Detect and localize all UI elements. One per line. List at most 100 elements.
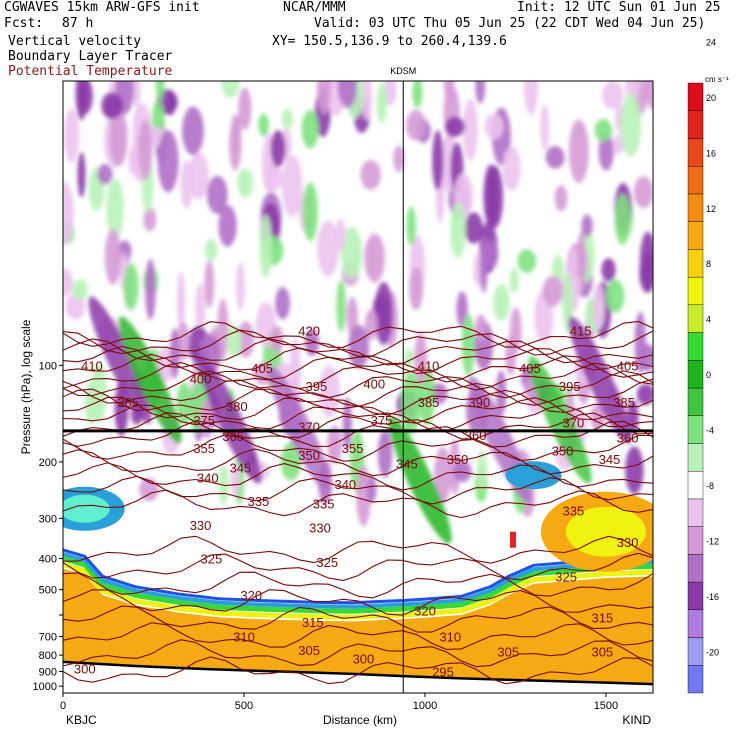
velocity-cell — [317, 220, 340, 277]
y-tick-label: 200 — [39, 457, 57, 469]
velocity-cell — [383, 81, 397, 106]
colorbar-label: 4 — [706, 315, 711, 325]
right-endpoint-label: KIND — [622, 713, 651, 727]
theta-label: 355 — [193, 441, 215, 456]
theta-label: 350 — [298, 448, 320, 463]
field-vertical-velocity: Vertical velocity — [8, 34, 142, 49]
velocity-cell — [316, 81, 331, 115]
velocity-cell — [72, 279, 88, 301]
theta-label: 355 — [342, 441, 364, 456]
theta-contour — [63, 370, 653, 399]
velocity-cell — [170, 328, 180, 379]
colorbar-swatch — [687, 249, 704, 278]
velocity-cell — [593, 283, 605, 330]
theta-contour — [63, 329, 653, 357]
velocity-cell — [217, 298, 229, 361]
theta-contour — [63, 571, 653, 599]
velocity-cell — [502, 146, 521, 191]
velocity-cell — [132, 81, 141, 108]
velocity-cell — [636, 383, 653, 406]
theta-label: 360 — [617, 431, 639, 446]
velocity-cell — [361, 81, 372, 121]
vertical-velocity-field — [63, 81, 653, 693]
x-tick-label: 0 — [60, 700, 66, 712]
velocity-cell — [432, 130, 444, 191]
velocity-cell — [281, 154, 303, 217]
velocity-cell — [235, 261, 245, 311]
theta-contour — [63, 656, 653, 685]
theta-label: 305 — [591, 645, 613, 660]
velocity-cell — [601, 258, 616, 282]
velocity-cell — [229, 122, 242, 171]
theta-label: 405 — [519, 361, 541, 376]
velocity-cell — [221, 81, 240, 99]
init-time: Init: 12 UTC Sun 01 Jun 25 — [517, 0, 721, 15]
theta-contour — [63, 378, 653, 408]
valid-time: Valid: 03 UTC Thu 05 Jun 25 (22 CDT Wed … — [314, 16, 706, 31]
velocity-cell — [238, 87, 252, 130]
velocity-cell — [406, 206, 416, 246]
velocity-cell — [230, 463, 241, 498]
velocity-cell — [218, 463, 229, 505]
velocity-cell — [409, 267, 424, 311]
velocity-cell — [101, 92, 123, 120]
velocity-cell — [581, 214, 593, 237]
theta-contour — [63, 639, 653, 668]
velocity-cell — [477, 449, 487, 491]
theta-label: 395 — [559, 379, 581, 394]
velocity-cell — [364, 233, 385, 283]
velocity-cell — [275, 287, 291, 320]
tracer-yellow-edge — [63, 561, 653, 620]
colorbar-swatch — [687, 415, 704, 444]
theta-contour — [63, 412, 653, 440]
theta-label: 300 — [74, 661, 96, 676]
colorbar-swatch — [687, 304, 704, 333]
theta-label: 385 — [613, 395, 635, 410]
x-tick-label: 1000 — [413, 700, 437, 712]
theta-label: 390 — [468, 395, 490, 410]
velocity-cell — [77, 151, 86, 198]
theta-label: 340 — [334, 477, 356, 492]
x-axis: 0 500 1000 1500 — [60, 693, 618, 712]
colorbar-label: 0 — [706, 370, 711, 380]
theta-label: 400 — [190, 372, 212, 387]
velocity-cell — [335, 218, 346, 251]
theta-labels: 420 415 410 410 405 405 405 400 400 395 395 390 385 3… — [74, 324, 639, 680]
theta-label: 350 — [447, 452, 469, 467]
theta-label: 330 — [190, 518, 212, 533]
velocity-cell — [204, 259, 215, 308]
velocity-cell — [633, 176, 653, 209]
theta-contour — [63, 535, 653, 564]
theta-contour — [63, 338, 653, 366]
theta-label: 310 — [233, 629, 255, 644]
velocity-band — [388, 416, 452, 544]
velocity-cell — [77, 81, 93, 114]
y-axis-label: Pressure (hPa), log scale — [19, 319, 33, 454]
velocity-cell — [123, 263, 139, 311]
section-marker-label: KDSM — [390, 66, 416, 76]
velocity-cell — [182, 106, 204, 156]
velocity-band — [88, 296, 152, 424]
theta-label: 380 — [226, 399, 248, 414]
theta-label: 345 — [599, 452, 621, 467]
theta-contour — [63, 434, 653, 462]
colorbar-swatch — [687, 443, 704, 472]
theta-label: 360 — [465, 428, 487, 443]
colorbar-swatch — [687, 110, 704, 139]
velocity-cell — [204, 239, 218, 261]
velocity-cell — [104, 228, 121, 285]
velocity-cell — [474, 314, 487, 343]
velocity-cell — [479, 236, 488, 293]
velocity-cell — [97, 163, 113, 185]
cross-section-endpoints: XY= 150.5,136.9 to 260.4,139.6 — [272, 34, 507, 49]
colorbar-swatch — [687, 138, 704, 167]
colorbar-swatch — [687, 387, 704, 416]
velocity-cell — [143, 206, 157, 232]
theta-contour — [63, 345, 653, 375]
theta-label: 420 — [298, 324, 320, 339]
velocity-cell — [356, 465, 371, 527]
theta-label: 345 — [230, 460, 252, 475]
theta-label: 320 — [414, 603, 436, 618]
velocity-band — [118, 316, 182, 444]
velocity-cell — [554, 185, 568, 212]
